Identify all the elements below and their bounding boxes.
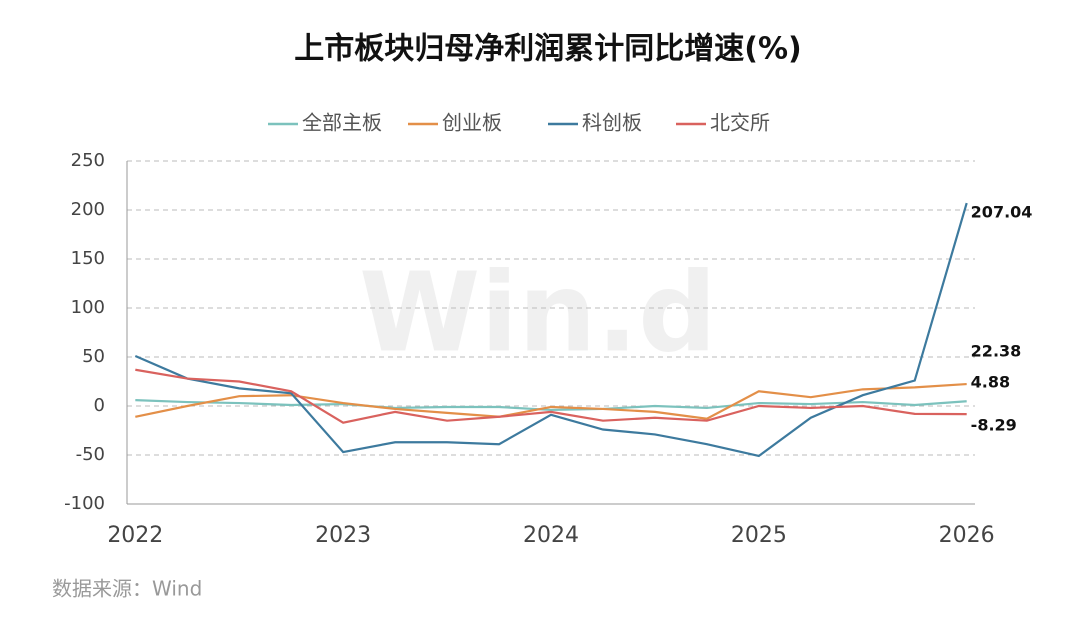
legend-label: 全部主板 [302, 111, 382, 135]
legend-label: 科创板 [582, 111, 642, 135]
y-tick-label: 150 [71, 248, 105, 269]
y-tick-label: 250 [71, 150, 105, 171]
series-line [135, 382, 967, 420]
legend-label: 创业板 [442, 111, 502, 135]
x-tick-label: 2025 [731, 523, 787, 548]
data-label: 4.88 [971, 373, 1010, 392]
series-line [134, 202, 968, 458]
chart-title: 上市板块归母净利润累计同比增速(%) [294, 32, 801, 67]
data-label: 207.04 [971, 203, 1033, 222]
y-tick-label: 200 [71, 199, 105, 220]
y-tick-label: 50 [82, 346, 105, 367]
watermark: Win.d [359, 248, 717, 376]
data-label: -8.29 [971, 416, 1017, 435]
source-note: 数据来源：Wind [52, 577, 202, 601]
y-tick-label: 0 [94, 395, 105, 416]
x-tick-label: 2023 [315, 523, 371, 548]
legend-label: 北交所 [710, 111, 770, 135]
x-tick-label: 2022 [107, 523, 163, 548]
y-tick-label: -100 [64, 493, 105, 514]
series-line [135, 368, 967, 424]
x-tick-label: 2024 [523, 523, 579, 548]
y-tick-label: -50 [76, 444, 105, 465]
y-tick-label: 100 [71, 297, 105, 318]
x-tick-label: 2026 [939, 523, 995, 548]
series-line [135, 399, 967, 412]
data-label: 22.38 [971, 342, 1022, 361]
